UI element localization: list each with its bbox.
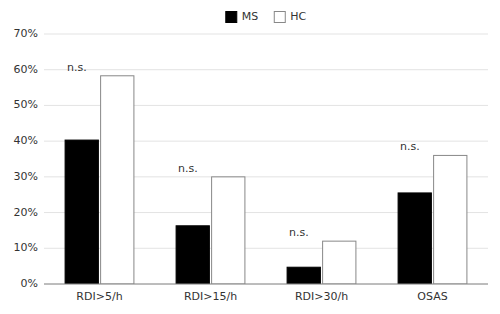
bar xyxy=(398,193,431,284)
bar xyxy=(65,140,98,284)
grid-line xyxy=(44,284,488,285)
grid-line xyxy=(44,69,488,70)
legend-item: HC xyxy=(274,10,306,23)
y-tick-label: 30% xyxy=(14,170,38,183)
bar xyxy=(287,267,320,284)
legend-item: MS xyxy=(226,10,258,23)
chart-container: 0% 10% 20% 30% 40% 50% 60% 70% RDI>5/h RDI>15/h RD… xyxy=(0,0,500,314)
y-tick-label: 20% xyxy=(14,206,38,219)
legend: MS HC xyxy=(226,10,307,23)
x-tick-label: RDI>5/h xyxy=(76,290,122,303)
chart: 0% 10% 20% 30% 40% 50% 60% 70% RDI>5/h RDI>15/h RD… xyxy=(0,0,500,314)
grid xyxy=(44,34,488,284)
bar xyxy=(323,241,356,284)
y-tick-label: 60% xyxy=(14,63,38,76)
y-tick-label: 70% xyxy=(14,27,38,40)
x-tick-label: RDI>30/h xyxy=(295,290,348,303)
bar xyxy=(212,177,245,284)
y-tick-label: 10% xyxy=(14,241,38,254)
y-tick-label: 50% xyxy=(14,98,38,111)
annotation: n.s. xyxy=(178,162,198,175)
x-axis-line xyxy=(44,284,488,285)
legend-label: MS xyxy=(242,10,258,23)
bar xyxy=(434,155,467,284)
annotation: n.s. xyxy=(67,61,87,74)
legend-swatch xyxy=(274,12,285,23)
bars xyxy=(65,76,467,284)
grid-line xyxy=(44,34,488,35)
annotation: n.s. xyxy=(400,140,420,153)
bar xyxy=(176,226,209,284)
x-tick-label: OSAS xyxy=(417,290,447,303)
annotation: n.s. xyxy=(289,226,309,239)
legend-label: HC xyxy=(290,10,306,23)
x-tick-label: RDI>15/h xyxy=(184,290,237,303)
bar xyxy=(101,76,134,284)
y-tick-label: 40% xyxy=(14,134,38,147)
y-tick-label: 0% xyxy=(21,277,38,290)
legend-swatch xyxy=(226,12,237,23)
